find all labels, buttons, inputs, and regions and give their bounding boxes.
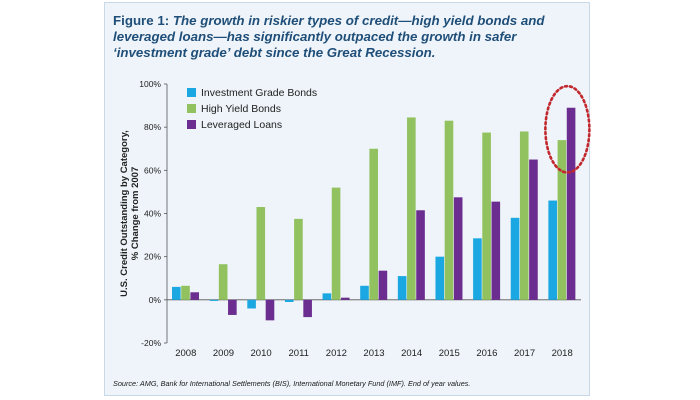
x-tick-label: 2010 — [251, 348, 272, 359]
bar — [491, 201, 501, 300]
bar — [256, 207, 266, 300]
bar — [369, 148, 378, 300]
bar — [228, 299, 237, 315]
bar — [181, 285, 190, 300]
legend-swatch — [187, 120, 196, 129]
bar — [378, 270, 388, 300]
bar — [209, 299, 219, 301]
bar — [519, 131, 529, 300]
x-tick-label: 2013 — [363, 348, 384, 359]
bar — [407, 117, 416, 300]
y-tick-label: 80% — [144, 122, 161, 132]
figure-frame: Figure 1: The growth in riskier types of… — [104, 2, 591, 396]
x-tick-label: 2015 — [439, 348, 460, 359]
x-tick-label: 2017 — [514, 348, 535, 359]
bar — [265, 299, 275, 321]
bar — [444, 120, 454, 300]
y-tick-label: 60% — [144, 165, 161, 175]
y-tick-label: -20% — [141, 338, 161, 348]
bar — [473, 238, 482, 300]
y-tick-label: 40% — [144, 209, 161, 219]
legend-label: Investment Grade Bonds — [201, 87, 317, 99]
figure-title-text: The growth in riskier types of credit—hi… — [113, 13, 545, 60]
highlight-ellipse — [544, 84, 591, 174]
y-tick-label: 100% — [139, 79, 161, 89]
bar — [416, 210, 425, 300]
x-tick-label: 2016 — [476, 348, 497, 359]
bar — [557, 140, 567, 300]
x-tick-label: 2014 — [401, 348, 422, 359]
bar — [453, 197, 463, 300]
legend-swatch — [187, 88, 196, 97]
figure-label: Figure 1: — [113, 13, 170, 28]
bar — [284, 299, 294, 302]
bar — [548, 200, 557, 300]
bar — [340, 297, 350, 300]
bar — [322, 293, 332, 300]
bar — [172, 286, 181, 300]
bar — [510, 217, 520, 300]
legend-label: High Yield Bonds — [201, 103, 281, 115]
bar — [435, 256, 445, 300]
y-tick-label: 20% — [144, 252, 161, 262]
y-axis-label: % Change from 2007 — [130, 167, 141, 260]
bar — [397, 276, 407, 300]
bar — [482, 132, 491, 300]
x-tick-label: 2012 — [326, 348, 347, 359]
bar — [360, 285, 369, 300]
x-tick-label: 2018 — [552, 348, 573, 359]
bar — [247, 299, 256, 309]
y-tick-label: 0% — [149, 295, 162, 305]
source-note: Source: AMG, Bank for International Sett… — [113, 379, 471, 388]
bar — [331, 187, 341, 300]
bar — [294, 218, 303, 300]
x-tick-label: 2008 — [175, 348, 196, 359]
y-axis-label: U.S. Credit Outstanding by Category, — [119, 130, 130, 297]
legend-swatch — [187, 104, 196, 113]
x-tick-label: 2011 — [289, 348, 309, 359]
x-tick-label: 2009 — [213, 348, 234, 359]
bar-chart: -20% 0% 20% 40% 60% 80% 100% U.S. Credit Outsta… — [119, 79, 591, 359]
legend-label: Leveraged Loans — [201, 119, 282, 131]
bar — [303, 299, 312, 318]
bar — [218, 264, 228, 300]
bar — [566, 107, 576, 300]
bar — [190, 292, 200, 300]
bar — [529, 159, 538, 300]
figure-title: Figure 1: The growth in riskier types of… — [113, 13, 581, 61]
